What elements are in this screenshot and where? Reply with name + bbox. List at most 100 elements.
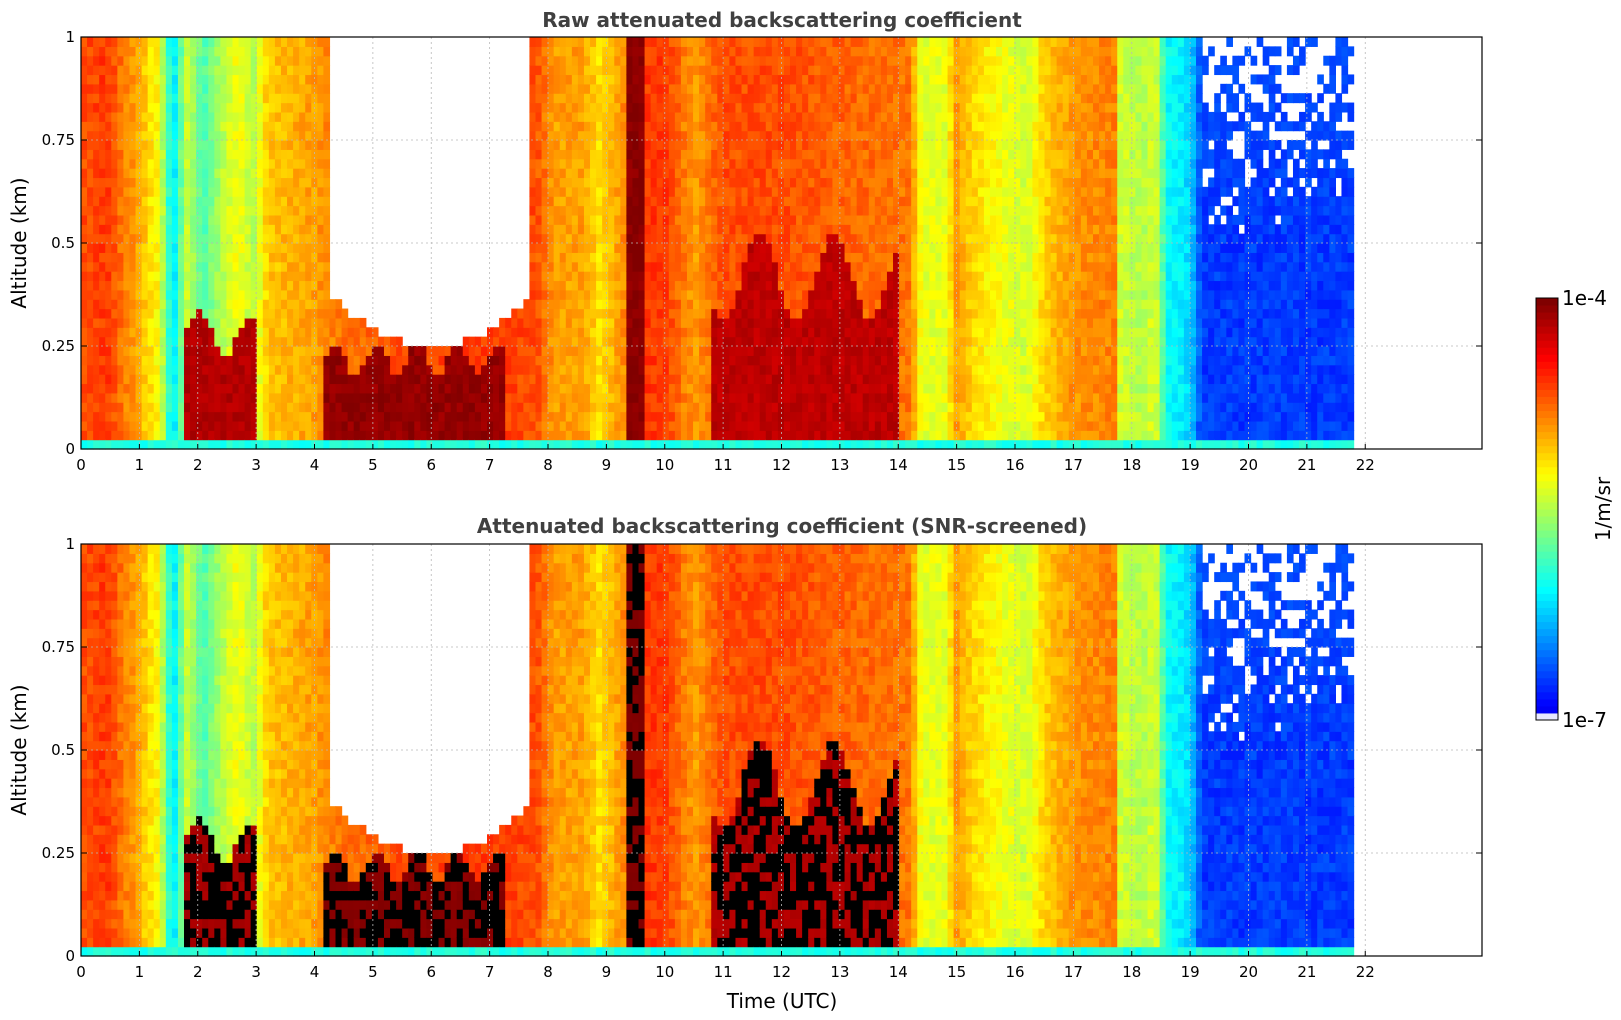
heatmap-cell bbox=[117, 402, 125, 413]
heatmap-cell bbox=[765, 252, 773, 263]
heatmap-cell bbox=[208, 252, 215, 263]
heatmap-cell bbox=[541, 392, 549, 403]
heatmap-cell bbox=[359, 439, 367, 450]
heatmap-cell bbox=[608, 280, 615, 291]
heatmap-cell bbox=[693, 364, 700, 375]
heatmap-cell bbox=[856, 289, 864, 300]
heatmap-cell bbox=[905, 392, 912, 403]
heatmap-cell bbox=[565, 439, 573, 450]
heatmap-cell bbox=[511, 346, 518, 356]
heatmap-cell bbox=[153, 243, 161, 253]
heatmap-cell bbox=[583, 243, 591, 253]
heatmap-cell bbox=[250, 93, 258, 104]
heatmap-cell bbox=[208, 336, 215, 347]
heatmap-cell bbox=[693, 439, 700, 450]
heatmap-cell bbox=[838, 37, 846, 47]
heatmap-cell bbox=[105, 186, 112, 197]
heatmap-cell bbox=[371, 327, 379, 338]
heatmap-cell bbox=[153, 364, 161, 375]
heatmap-cell bbox=[141, 74, 149, 85]
heatmap-cell bbox=[535, 383, 543, 394]
heatmap-cell bbox=[93, 55, 100, 66]
heatmap-cell bbox=[262, 308, 270, 319]
heatmap-cell bbox=[868, 317, 876, 328]
heatmap-cell bbox=[571, 364, 579, 375]
heatmap-cell bbox=[377, 336, 385, 347]
heatmap-cell bbox=[783, 177, 791, 188]
heatmap-cell bbox=[668, 205, 676, 216]
heatmap-cell bbox=[674, 243, 682, 253]
heatmap-cell bbox=[699, 383, 706, 394]
heatmap-cell bbox=[735, 383, 743, 394]
heatmap-cell bbox=[656, 299, 664, 310]
heatmap-cell bbox=[771, 130, 779, 141]
heatmap-cell bbox=[632, 65, 640, 76]
heatmap-cell bbox=[202, 158, 209, 169]
heatmap-cell bbox=[232, 74, 240, 85]
heatmap-cell bbox=[323, 308, 331, 319]
heatmap-cell bbox=[280, 177, 288, 188]
heatmap-cell bbox=[293, 177, 300, 188]
heatmap-cell bbox=[808, 149, 815, 160]
heatmap-cell bbox=[81, 102, 88, 113]
heatmap-cell bbox=[711, 346, 718, 356]
heatmap-cell bbox=[450, 346, 458, 356]
heatmap-cell bbox=[893, 177, 900, 188]
heatmap-cell bbox=[686, 186, 694, 197]
heatmap-cell bbox=[311, 149, 318, 160]
heatmap-cell bbox=[741, 327, 749, 338]
heatmap-cell bbox=[365, 392, 373, 403]
heatmap-cell bbox=[596, 346, 603, 356]
heatmap-cell bbox=[329, 439, 337, 450]
heatmap-cell bbox=[438, 355, 446, 366]
heatmap-cell bbox=[802, 346, 809, 356]
heatmap-cell bbox=[244, 308, 252, 319]
heatmap-cell bbox=[274, 411, 282, 422]
heatmap-cell bbox=[208, 140, 215, 150]
heatmap-cell bbox=[250, 317, 258, 328]
heatmap-cell bbox=[638, 111, 646, 122]
heatmap-cell bbox=[856, 252, 864, 263]
heatmap-cell bbox=[256, 374, 264, 385]
heatmap-cell bbox=[559, 83, 567, 94]
heatmap-cell bbox=[874, 111, 882, 122]
heatmap-cell bbox=[753, 411, 761, 422]
heatmap-cell bbox=[196, 83, 203, 94]
heatmap-cell bbox=[177, 140, 185, 150]
heatmap-cell bbox=[250, 364, 258, 375]
heatmap-cell bbox=[208, 280, 215, 291]
heatmap-cell bbox=[293, 346, 300, 356]
heatmap-cell bbox=[171, 102, 179, 113]
heatmap-cell bbox=[535, 149, 543, 160]
heatmap-cell bbox=[523, 430, 531, 441]
heatmap-cell bbox=[590, 205, 597, 216]
heatmap-cell bbox=[729, 233, 737, 244]
heatmap-cell bbox=[323, 402, 331, 413]
heatmap-cell bbox=[783, 186, 791, 197]
heatmap-cell bbox=[614, 93, 621, 104]
heatmap-cell bbox=[656, 411, 664, 422]
heatmap-cell bbox=[165, 186, 173, 197]
heatmap-cell bbox=[723, 130, 731, 141]
heatmap-cell bbox=[547, 430, 555, 441]
heatmap-cell bbox=[753, 93, 761, 104]
heatmap-cell bbox=[202, 355, 209, 366]
heatmap-cell bbox=[802, 130, 809, 141]
heatmap-cell bbox=[583, 346, 591, 356]
heatmap-cell bbox=[620, 140, 627, 150]
heatmap-cell bbox=[280, 74, 288, 85]
heatmap-cell bbox=[783, 158, 791, 169]
heatmap-cell bbox=[81, 420, 88, 431]
heatmap-cell bbox=[335, 336, 343, 347]
heatmap-cell bbox=[129, 243, 137, 253]
heatmap-cell bbox=[753, 83, 761, 94]
heatmap-cell bbox=[699, 130, 706, 141]
heatmap-cell bbox=[396, 364, 403, 375]
heatmap-cell bbox=[214, 252, 221, 263]
heatmap-cell bbox=[614, 243, 621, 253]
heatmap-cell bbox=[826, 168, 834, 179]
heatmap-cell bbox=[347, 317, 355, 328]
heatmap-cell bbox=[238, 140, 246, 150]
heatmap-cell bbox=[705, 299, 712, 310]
heatmap-cell bbox=[711, 317, 718, 328]
